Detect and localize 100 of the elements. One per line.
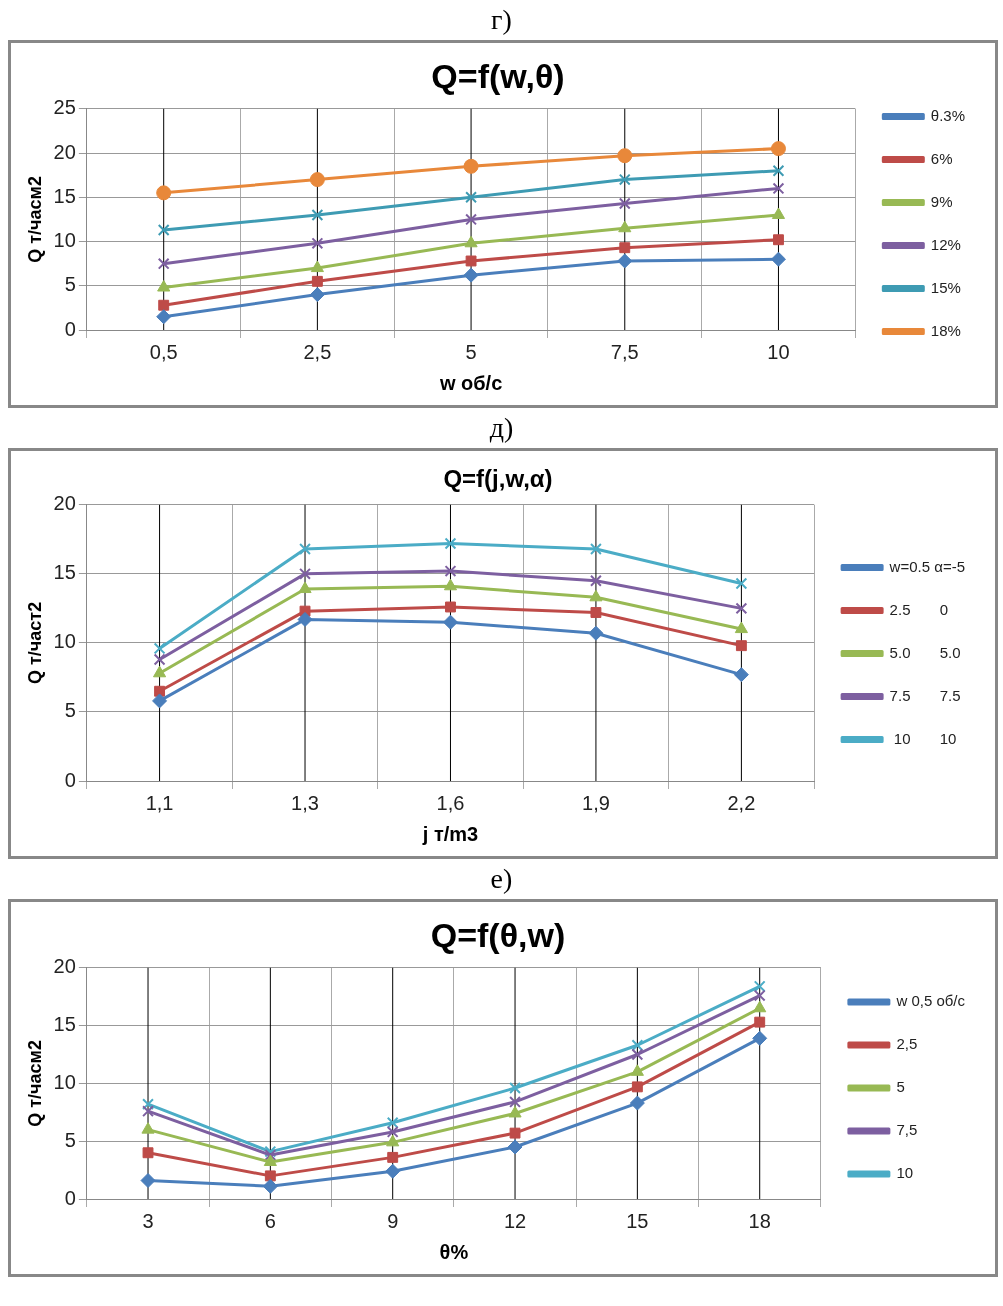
point [753,1000,767,1013]
point [152,693,168,709]
point [773,234,784,246]
y-axis-title: Q т/част2 [24,601,45,684]
point [443,578,458,591]
point [772,164,785,177]
point [386,1126,399,1138]
legend-label: w=0.5 α=-5 [888,557,966,575]
point [753,989,766,1002]
point [772,182,785,195]
point [141,1122,155,1134]
point [617,253,633,269]
legend-label: 2,5 [896,1035,918,1053]
y-tick-label: 10 [53,630,76,653]
legend-label: 7,5 [896,1121,918,1139]
legend-label: w 0,5 об/с [895,992,966,1010]
point [386,1134,400,1147]
point [157,257,170,270]
y-tick-label: 15 [53,1013,76,1036]
x-tick-label: 6 [264,1209,276,1232]
point [509,1095,521,1108]
point [770,141,786,157]
point [735,602,748,615]
chart-title: Q=f(w,θ) [431,56,565,95]
point [153,653,166,666]
point [310,260,324,273]
point [464,235,478,248]
point [157,224,170,236]
point [140,1173,156,1188]
point [297,611,313,627]
y-tick-label: 10 [53,1070,76,1093]
x-tick-label: 10 [767,340,790,363]
point [264,1170,276,1182]
x-tick-label: 1,1 [145,791,174,814]
point [142,1105,154,1118]
point [262,1178,278,1194]
x-tick-label: 1,6 [436,791,465,814]
text: д) [488,411,515,445]
point [752,1030,768,1046]
point [442,614,458,630]
point [386,1116,399,1129]
x-axis-title: θ% [439,1240,469,1263]
point [156,309,172,325]
point [465,191,478,204]
y-tick-label: 15 [53,184,76,207]
point [298,581,312,594]
point [311,275,323,287]
point [630,1064,644,1076]
point [153,642,166,655]
point [590,607,602,618]
legend-label: 18% [930,321,961,339]
point [309,287,325,303]
x-tick-label: 2,5 [303,340,332,363]
x-tick-label: 2,2 [727,791,756,814]
legend-label: 5.0 5.0 [889,643,961,661]
point [158,299,170,311]
point [754,1016,766,1028]
point [311,237,324,250]
point [142,1147,154,1159]
text: е) [489,862,514,896]
point [589,574,602,587]
point [508,1105,522,1118]
point [753,980,766,993]
legend-label: 5 [896,1078,905,1096]
legend-label: 9% [930,192,953,210]
point [465,255,477,267]
point [734,621,748,634]
point [631,1048,644,1061]
point [771,207,786,219]
x-tick-label: 1,9 [582,791,610,814]
x-tick-label: 15 [626,1209,649,1232]
y-tick-label: 0 [64,1186,76,1209]
point [463,267,479,283]
y-tick-label: 5 [64,1128,76,1151]
y-tick-label: 10 [53,229,76,252]
point [507,1139,523,1155]
legend-label: 15% [930,278,961,296]
point [735,640,747,652]
y-tick-label: 0 [64,317,76,340]
y-tick-label: 25 [53,96,76,119]
point [509,1127,521,1139]
point [156,185,172,201]
point [309,172,325,188]
text: г) [490,3,513,37]
legend-label: 2.5 0 [889,600,948,618]
point [733,667,749,683]
y-axis-title: Q т/часм2 [24,1040,45,1127]
point [465,213,478,226]
point [619,242,631,254]
y-tick-label: 20 [53,955,76,978]
point [387,1151,399,1163]
point [589,543,602,555]
x-tick-label: 7,5 [610,340,639,363]
point [618,173,631,186]
point [311,209,324,221]
legend-label: 6% [930,149,953,167]
x-tick-label: 3 [142,1209,154,1232]
chart-title: Q=f(θ,w) [430,915,566,954]
y-axis-title: Q т/часм2 [24,176,45,263]
point [444,565,457,578]
